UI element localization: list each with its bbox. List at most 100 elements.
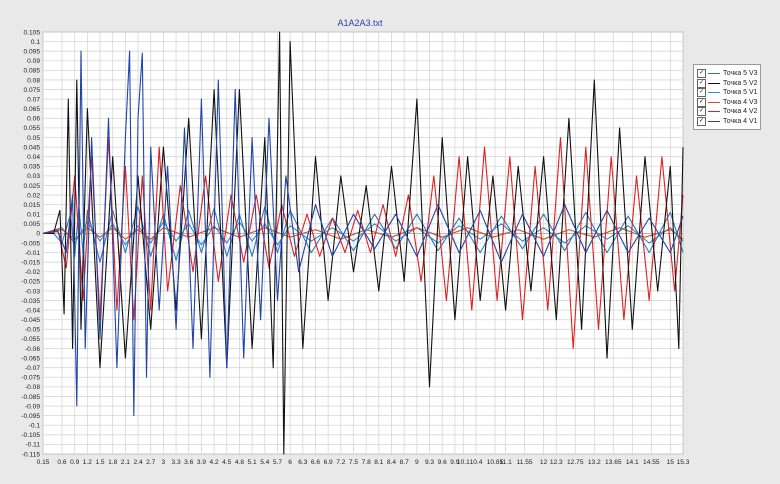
x-tick-label: 12 bbox=[540, 459, 548, 466]
y-tick-label: 0.015 bbox=[23, 202, 40, 209]
y-tick-label: 0.045 bbox=[23, 144, 40, 151]
x-tick-label: 6 bbox=[288, 459, 292, 466]
x-tick-label: 0.15 bbox=[37, 459, 50, 466]
x-tick-label: 12.3 bbox=[550, 459, 563, 466]
x-tick-label: 0.9 bbox=[70, 459, 79, 466]
legend-item[interactable]: ✓ Точка 4 V1 bbox=[697, 117, 758, 126]
x-tick-label: 12.75 bbox=[567, 459, 584, 466]
x-tick-label: 15 bbox=[667, 459, 675, 466]
x-tick-label: 8.4 bbox=[387, 459, 396, 466]
x-tick-label: 9.6 bbox=[438, 459, 447, 466]
y-tick-label: 0.005 bbox=[23, 221, 40, 228]
y-tick-label: -0.04 bbox=[25, 307, 40, 314]
legend-swatch bbox=[708, 101, 720, 103]
legend-checkbox[interactable]: ✓ bbox=[697, 69, 706, 78]
legend-swatch bbox=[708, 73, 720, 74]
series-line-5 bbox=[42, 136, 684, 350]
y-tick-label: -0.1 bbox=[29, 423, 41, 430]
x-tick-label: 4.5 bbox=[222, 459, 231, 466]
legend-checkbox[interactable]: ✓ bbox=[697, 88, 706, 98]
legend: ✓ Точка 5 V3 ✓ Точка 5 V2 ✓ Точка 5 V1 ✓ Точка … bbox=[693, 64, 761, 130]
legend-item[interactable]: ✓ Точка 4 V3 bbox=[697, 97, 758, 107]
x-tick-label: 5.4 bbox=[260, 459, 269, 466]
y-tick-label: -0.055 bbox=[21, 336, 40, 343]
legend-label: Точка 4 V2 bbox=[723, 108, 758, 116]
y-tick-label: 0.095 bbox=[23, 48, 40, 55]
series-lines bbox=[42, 31, 684, 455]
x-tick-label: 13.65 bbox=[605, 459, 622, 466]
x-tick-label: 14.1 bbox=[626, 459, 639, 466]
x-tick-label: 7.2 bbox=[336, 459, 345, 466]
legend-label: Точка 5 V1 bbox=[723, 89, 758, 97]
y-tick-label: -0.065 bbox=[21, 355, 40, 362]
legend-checkbox[interactable]: ✓ bbox=[697, 117, 706, 126]
x-tick-label: 2.1 bbox=[121, 459, 130, 466]
legend-item[interactable]: ✓ Точка 5 V3 bbox=[697, 69, 758, 78]
y-tick-label: 0.035 bbox=[23, 164, 40, 171]
y-tick-label: -0.09 bbox=[25, 403, 40, 410]
x-tick-label: 3 bbox=[162, 459, 166, 466]
y-tick-label: -0.02 bbox=[25, 269, 40, 276]
x-tick-label: 3.9 bbox=[197, 459, 206, 466]
x-tick-label: 1.5 bbox=[95, 459, 104, 466]
y-tick-label: -0.07 bbox=[25, 365, 40, 372]
y-tick-label: -0.025 bbox=[21, 279, 40, 286]
y-tick-label: 0.04 bbox=[27, 154, 40, 161]
x-tick-label: 6.6 bbox=[311, 459, 320, 466]
x-tick-label: 11.55 bbox=[517, 459, 533, 466]
legend-swatch bbox=[708, 121, 720, 122]
x-tick-label: 10.85 bbox=[487, 459, 504, 466]
legend-swatch bbox=[708, 111, 720, 113]
y-tick-label: 0 bbox=[36, 231, 40, 238]
x-tick-label: 7.5 bbox=[349, 459, 358, 466]
x-tick-label: 2.4 bbox=[133, 459, 142, 466]
y-tick-label: -0.06 bbox=[25, 346, 40, 353]
x-tick-label: 9 bbox=[415, 459, 419, 466]
x-tick-label: 5.7 bbox=[273, 459, 282, 466]
y-tick-label: 0.025 bbox=[23, 183, 40, 190]
y-tick-label: 0.06 bbox=[27, 116, 40, 123]
legend-label: Точка 5 V2 bbox=[723, 79, 758, 87]
legend-item[interactable]: ✓ Точка 5 V2 bbox=[697, 78, 758, 88]
legend-label: Точка 4 V1 bbox=[723, 118, 758, 125]
y-tick-label: 0.1 bbox=[31, 39, 40, 46]
y-tick-label: -0.05 bbox=[25, 327, 40, 334]
y-tick-label: 0.075 bbox=[23, 87, 40, 94]
legend-item[interactable]: ✓ Точка 5 V1 bbox=[697, 88, 758, 98]
y-tick-label: 0.01 bbox=[27, 212, 40, 219]
x-tick-label: 11.1 bbox=[499, 459, 512, 466]
y-tick-label: -0.11 bbox=[25, 442, 40, 449]
y-tick-label: -0.03 bbox=[25, 288, 40, 295]
x-tick-label: 9.9 bbox=[450, 459, 459, 466]
y-tick-label: 0.03 bbox=[27, 173, 40, 180]
legend-checkbox[interactable]: ✓ bbox=[697, 97, 706, 107]
series-line-6 bbox=[42, 50, 684, 417]
y-tick-label: -0.045 bbox=[21, 317, 40, 324]
x-tick-label: 6.9 bbox=[324, 459, 333, 466]
legend-checkbox[interactable]: ✓ bbox=[697, 78, 706, 88]
y-tick-label: 0.055 bbox=[23, 125, 40, 132]
y-tick-label: -0.115 bbox=[22, 451, 41, 458]
x-tick-label: 2.7 bbox=[146, 459, 155, 466]
x-tick-label: 3.6 bbox=[184, 459, 193, 466]
x-tick-label: 10.4 bbox=[470, 459, 483, 466]
y-tick-label: -0.075 bbox=[21, 375, 40, 382]
x-tick-label: 4.8 bbox=[235, 459, 244, 466]
legend-label: Точка 4 V3 bbox=[723, 98, 758, 106]
y-tick-label: 0.08 bbox=[27, 77, 40, 84]
y-tick-label: -0.035 bbox=[21, 298, 40, 305]
x-tick-label: 9.3 bbox=[425, 459, 434, 466]
y-tick-label: -0.005 bbox=[21, 240, 40, 247]
y-tick-label: 0.05 bbox=[27, 135, 40, 142]
legend-item[interactable]: ✓ Точка 4 V2 bbox=[697, 107, 758, 117]
y-tick-label: 0.02 bbox=[27, 192, 40, 199]
y-tick-label: -0.015 bbox=[21, 259, 40, 266]
y-tick-label: 0.085 bbox=[23, 68, 40, 75]
y-axis-tick-labels: 0.105 0.1 0.095 0.09 0.085 0.08 0.075 0.07 0.065… bbox=[21, 29, 40, 458]
x-tick-label: 1.2 bbox=[83, 459, 92, 466]
y-tick-label: -0.085 bbox=[21, 394, 40, 401]
x-tick-label: 10.1 bbox=[457, 459, 470, 466]
legend-checkbox[interactable]: ✓ bbox=[697, 107, 706, 117]
x-tick-label: 7.8 bbox=[362, 459, 371, 466]
